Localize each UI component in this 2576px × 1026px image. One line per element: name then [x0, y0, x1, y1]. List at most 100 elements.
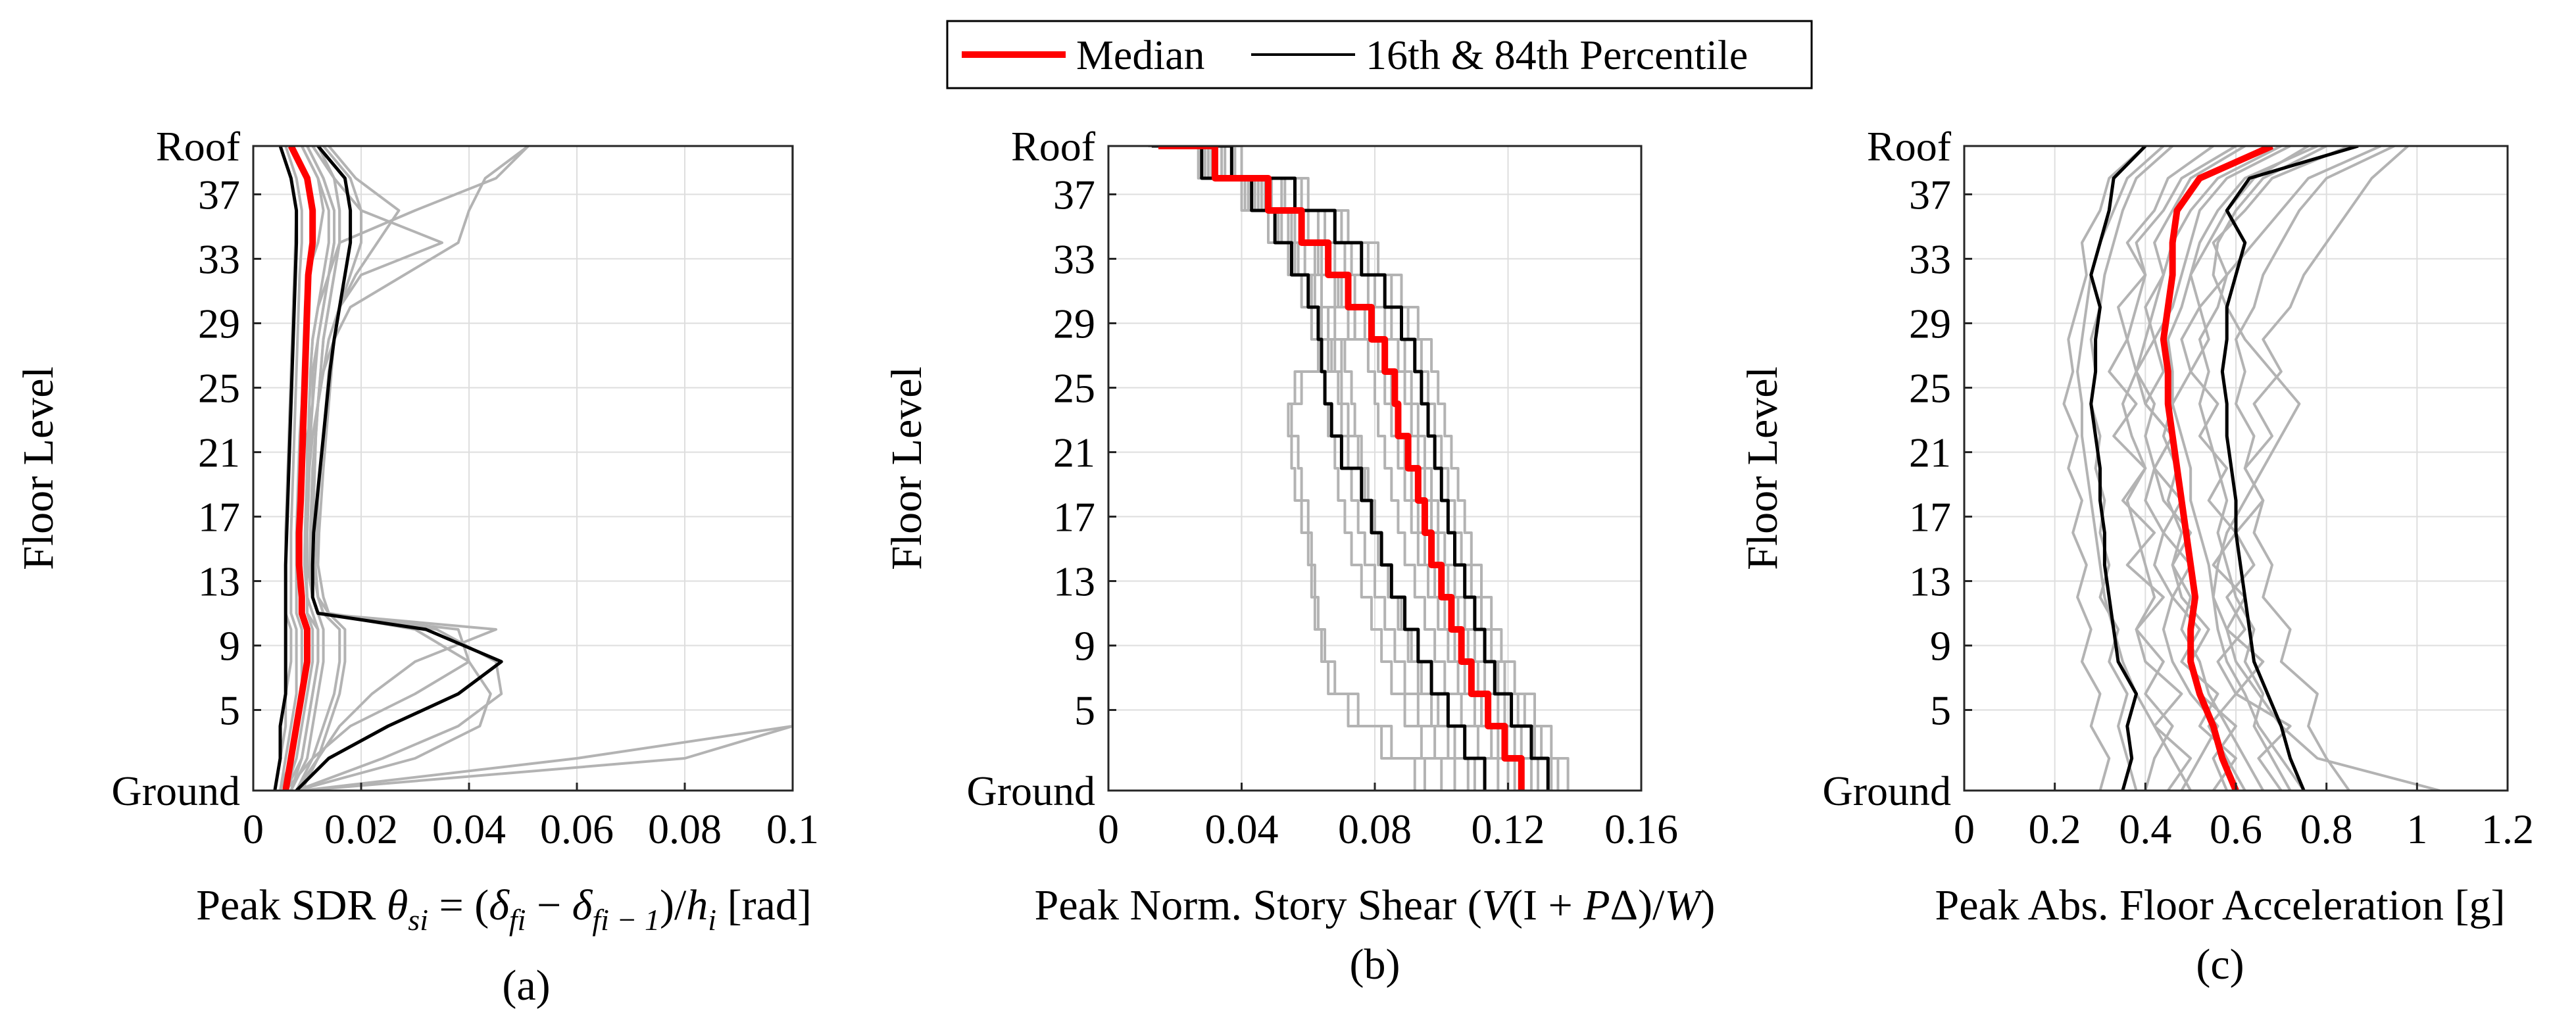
panel-b-xtick-1: 0.04 — [1205, 806, 1279, 852]
panel-a-ytick-6: 25 — [198, 365, 240, 412]
panel-c-x-ticks: 0 0.2 0.4 0.6 0.8 1 1.2 — [1954, 783, 2534, 852]
panel-b-ytick-2: 9 — [1074, 623, 1095, 670]
panel-c-ytick-5: 21 — [1909, 429, 1951, 476]
panel-c-xlabel: Peak Abs. Floor Acceleration [g] — [1935, 881, 2506, 929]
panel-a: 0 0.02 0.04 0.06 0.08 0.1 Ground 5 9 13 17 21 25 29 3… — [14, 123, 819, 1010]
legend-box — [946, 20, 1813, 89]
panel-a-ytick-3: 13 — [198, 558, 240, 605]
panel-a-ytick-5: 21 — [198, 429, 240, 476]
panel-a-ytick-1: 5 — [219, 687, 240, 734]
panel-b-label: (b) — [1350, 940, 1400, 989]
panel-a-series-p16 — [273, 146, 299, 791]
panel-a-xlabel-fi2: fi − 1 — [592, 903, 660, 937]
panel-a-ytick-8: 33 — [198, 236, 240, 283]
panel-b-ytick-7: 29 — [1053, 301, 1095, 347]
panel-b-series — [1151, 146, 1550, 791]
panel-a-xlabel-delta2: δ — [572, 881, 593, 929]
panel-a-ytick-9: 37 — [198, 172, 240, 218]
panel-b-xlabel-suffix: ) — [1700, 881, 1715, 929]
panel-b-xtick-2: 0.08 — [1338, 806, 1412, 852]
panel-a-xlabel-minus: − — [526, 881, 572, 929]
panel-a-xtick-2: 0.04 — [432, 806, 506, 852]
panel-c: 0 0.2 0.4 0.6 0.8 1 1.2 Ground 5 9 13 17 21 25 29 33 37… — [1739, 123, 2534, 989]
panel-c-record-5 — [2166, 146, 2440, 791]
panel-a-record-5 — [295, 146, 503, 791]
panel-a-ytick-2: 9 — [219, 623, 240, 670]
panel-c-ytick-7: 29 — [1909, 301, 1951, 347]
panel-b-ytick-5: 21 — [1053, 429, 1095, 476]
legend-percentile-label: 16th & 84th Percentile — [1366, 32, 1748, 78]
panel-b-xtick-3: 0.12 — [1472, 806, 1545, 852]
panel-c-record-1 — [2189, 146, 2350, 791]
panel-c-ylabel: Floor Level — [1739, 366, 1787, 570]
panel-b: 0 0.04 0.08 0.12 0.16 Ground 5 9 13 17 21 25 29 33 37… — [883, 123, 1715, 989]
panel-a-record-8 — [301, 146, 793, 791]
panel-a-xlabel-delta1: δ — [489, 881, 510, 929]
panel-a-ytick-10: Roof — [156, 123, 241, 170]
panel-a-xlabel-prefix: Peak SDR — [196, 881, 387, 929]
legend-median-label: Median — [1076, 32, 1205, 78]
panel-a-xlabel-i: i — [708, 903, 716, 937]
panel-b-ytick-8: 33 — [1053, 236, 1095, 283]
panel-b-xlabel-prefix: Peak Norm. Story Shear ( — [1035, 881, 1482, 929]
panel-c-ytick-9: 37 — [1909, 172, 1951, 218]
panel-c-record-9 — [2212, 146, 2327, 791]
panel-c-records — [2062, 146, 2440, 791]
panel-a-series-p84 — [295, 146, 503, 791]
panel-c-xtick-5: 1 — [2406, 806, 2427, 852]
panel-c-ytick-3: 13 — [1909, 558, 1951, 605]
panel-a-xtick-1: 0.02 — [324, 806, 398, 852]
panel-c-record-6 — [2121, 146, 2237, 791]
panel-b-ytick-0: Ground — [966, 768, 1095, 814]
panel-a-xlabel-si: si — [408, 903, 428, 937]
panel-c-record-7 — [2207, 146, 2409, 791]
panel-a-xlabel-h: h — [686, 881, 708, 929]
panel-b-series-median — [1158, 146, 1525, 791]
panel-a-record-10 — [284, 146, 443, 791]
panel-c-xtick-3: 0.6 — [2210, 806, 2262, 852]
panel-a-xtick-5: 0.1 — [766, 806, 819, 852]
panel-c-ytick-8: 33 — [1909, 236, 1951, 283]
panel-c-record-14 — [2198, 146, 2382, 791]
panel-b-xlabel-slash: )/ — [1638, 881, 1665, 929]
panel-b-series-p84 — [1165, 146, 1550, 791]
panel-c-xtick-2: 0.4 — [2119, 806, 2171, 852]
panel-a-ytick-0: Ground — [111, 768, 240, 814]
panel-a-series — [273, 146, 503, 791]
panel-a-record-11 — [289, 146, 530, 791]
panel-a-xlabel-fi1: fi — [509, 903, 526, 937]
panel-b-xlabel-delta: Δ — [1610, 881, 1638, 929]
panel-a-xlabel: Peak SDR θsi = (δfi − δfi − 1)/hi [rad] — [196, 881, 812, 937]
panel-c-xtick-6: 1.2 — [2481, 806, 2534, 852]
panel-b-xlabel-w: W — [1664, 881, 1704, 929]
panel-c-record-2 — [2062, 146, 2146, 791]
panel-b-xlabel-p: P — [1583, 881, 1610, 929]
panel-b-xtick-4: 0.16 — [1604, 806, 1678, 852]
panel-b-ytick-10: Roof — [1011, 123, 1096, 170]
panel-c-series-median — [2160, 146, 2274, 791]
panel-a-record-0 — [279, 146, 303, 791]
panel-c-ytick-1: 5 — [1930, 687, 1951, 734]
panel-c-ytick-10: Roof — [1867, 123, 1952, 170]
panel-c-xtick-0: 0 — [1954, 806, 1975, 852]
panel-a-ytick-7: 29 — [198, 301, 240, 347]
panel-a-records — [273, 146, 793, 791]
panel-b-series-p16 — [1151, 146, 1487, 791]
panel-b-ytick-1: 5 — [1074, 687, 1095, 734]
panel-c-series-p16 — [2089, 146, 2147, 791]
panel-a-ylabel: Floor Level — [14, 366, 62, 570]
panel-c-ytick-4: 17 — [1909, 494, 1951, 541]
panel-a-record-12 — [284, 146, 530, 791]
panel-a-xlabel-suffix: [rad] — [716, 881, 812, 929]
panel-b-ytick-6: 25 — [1053, 365, 1095, 412]
panel-a-xlabel-close: )/ — [660, 881, 687, 929]
panel-a-xtick-0: 0 — [243, 806, 264, 852]
panel-c-record-11 — [2089, 146, 2173, 791]
panel-a-ytick-4: 17 — [198, 494, 240, 541]
panel-a-xtick-4: 0.08 — [648, 806, 722, 852]
panel-a-xlabel-eq: = ( — [428, 881, 489, 929]
panel-c-label: (c) — [2196, 940, 2244, 989]
